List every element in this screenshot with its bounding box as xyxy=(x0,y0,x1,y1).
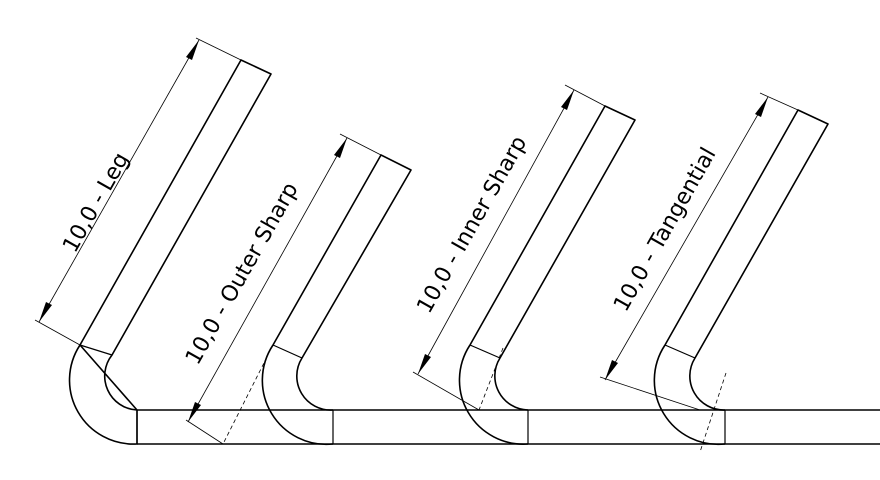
bend-tangent-line xyxy=(79,344,113,356)
bend-tangent-line xyxy=(664,344,696,359)
bent-part-inner-sharp xyxy=(458,105,636,445)
bend-tangent-line xyxy=(272,344,303,359)
dimension-arrowhead xyxy=(561,90,574,110)
dimension-arrowhead xyxy=(334,138,347,158)
dimension-label-leg: 10,0 - Leg xyxy=(58,149,134,257)
dimension-arrowhead xyxy=(39,302,52,322)
dimension-label-tangential: 10,0 - Tangential xyxy=(609,144,721,316)
dimension-tangential: 10,0 - Tangential xyxy=(599,92,799,411)
dimension-arrowhead xyxy=(188,402,201,422)
bent-part-outer-sharp xyxy=(222,154,412,446)
bent-part-tangential xyxy=(653,109,829,453)
inner-sharp-virtual-line xyxy=(478,347,504,411)
dimension-label-outer-sharp: 10,0 - Outer Sharp xyxy=(181,179,304,370)
dimension-leg: 10,0 - Leg xyxy=(34,37,242,346)
dimension-label-inner-sharp: 10,0 - Inner Sharp xyxy=(412,132,532,318)
dimension-inner-sharp: 10,0 - Inner Sharp xyxy=(412,84,606,411)
tangential-virtual-line xyxy=(699,372,727,453)
dimension-arrowhead xyxy=(186,40,199,60)
dimension-arrowhead xyxy=(605,360,618,380)
dimension-arrowhead xyxy=(418,354,431,374)
outer-sharp-virtual-line xyxy=(222,356,268,445)
bent-part-leg xyxy=(68,59,880,445)
bend-tangent-line xyxy=(469,344,501,359)
dimension-arrowhead xyxy=(755,97,768,117)
